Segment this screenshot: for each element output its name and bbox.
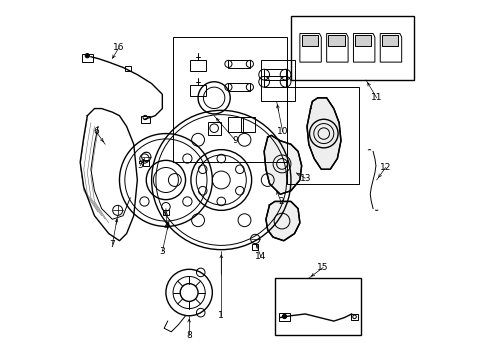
Text: 10: 10: [276, 127, 288, 136]
Text: 2: 2: [278, 197, 283, 206]
Bar: [241, 117, 255, 132]
Text: 11: 11: [370, 93, 382, 102]
Polygon shape: [265, 202, 299, 241]
Bar: [350, 314, 358, 320]
Bar: [141, 116, 149, 123]
Text: 14: 14: [255, 252, 266, 261]
Bar: [264, 69, 285, 80]
Text: 16: 16: [113, 43, 124, 52]
Text: 15: 15: [317, 263, 328, 272]
Circle shape: [282, 314, 286, 319]
Bar: [82, 54, 93, 62]
Bar: [260, 60, 294, 102]
Polygon shape: [264, 135, 301, 194]
Polygon shape: [354, 35, 370, 46]
Circle shape: [85, 54, 89, 58]
Text: 6: 6: [93, 127, 99, 136]
Bar: [143, 160, 149, 166]
Text: 1: 1: [218, 311, 224, 320]
Polygon shape: [306, 98, 340, 169]
Bar: [251, 244, 258, 249]
Bar: [228, 60, 249, 68]
Text: 12: 12: [379, 163, 390, 172]
Text: 13: 13: [299, 174, 310, 183]
Bar: [228, 117, 242, 132]
Bar: [163, 210, 168, 215]
Bar: [287, 87, 358, 184]
Bar: [274, 278, 360, 336]
Text: 7: 7: [109, 240, 115, 249]
Text: 8: 8: [186, 331, 192, 340]
Text: 5: 5: [137, 161, 143, 170]
Polygon shape: [328, 35, 344, 46]
Polygon shape: [381, 35, 397, 46]
Bar: [124, 66, 131, 71]
Text: 9: 9: [232, 136, 238, 145]
Polygon shape: [301, 35, 317, 46]
Bar: [290, 16, 413, 80]
Bar: [173, 37, 287, 162]
Text: 4: 4: [163, 222, 169, 231]
Bar: [228, 83, 249, 91]
Bar: [279, 313, 289, 321]
Text: 3: 3: [159, 247, 165, 256]
Bar: [264, 76, 285, 87]
